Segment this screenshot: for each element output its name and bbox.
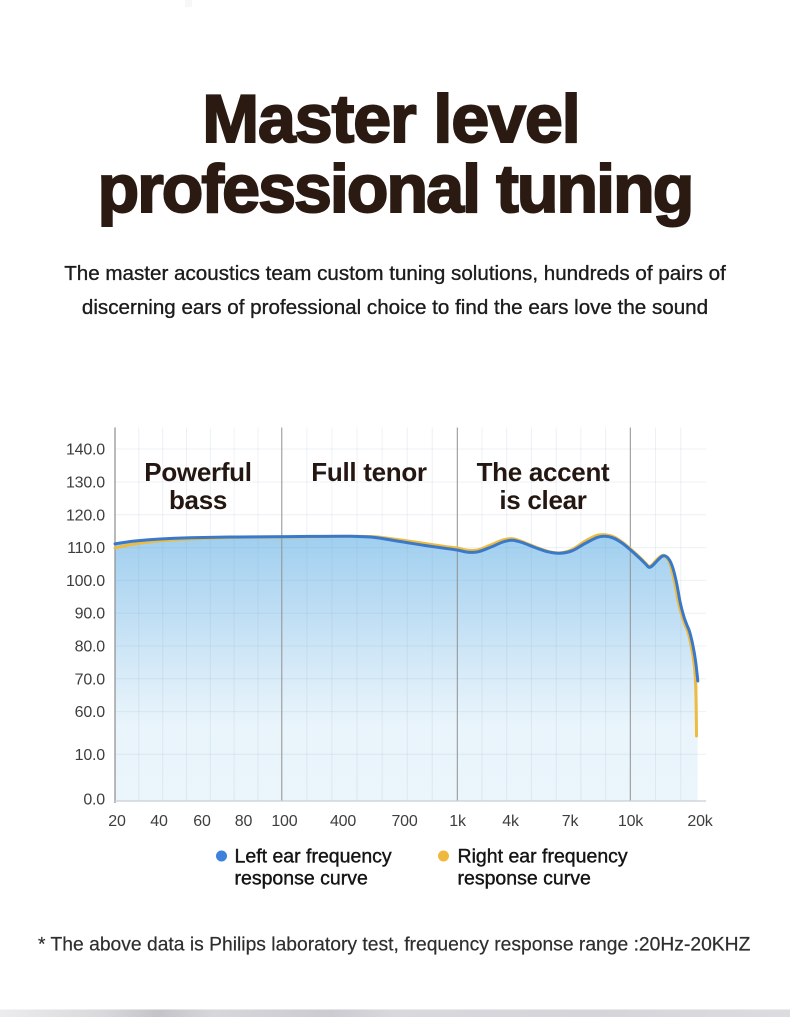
svg-text:4k: 4k bbox=[502, 813, 520, 830]
svg-text:120.0: 120.0 bbox=[66, 507, 105, 524]
svg-text:* The above data is Philips la: * The above data is Philips laboratory t… bbox=[38, 935, 751, 956]
svg-text:40: 40 bbox=[150, 813, 168, 830]
svg-text:Left ear frequency: Left ear frequency bbox=[235, 846, 392, 868]
svg-text:100: 100 bbox=[271, 813, 297, 830]
svg-text:130.0: 130.0 bbox=[66, 475, 105, 492]
svg-text:10.0: 10.0 bbox=[75, 747, 106, 764]
svg-text:10k: 10k bbox=[618, 813, 644, 830]
svg-text:The accent: The accent bbox=[477, 457, 610, 487]
svg-text:Master level: Master level bbox=[202, 81, 579, 157]
svg-text:20k: 20k bbox=[687, 813, 713, 830]
svg-text:is clear: is clear bbox=[499, 485, 586, 515]
svg-text:The master acoustics team cust: The master acoustics team custom tuning … bbox=[64, 262, 726, 285]
svg-text:70.0: 70.0 bbox=[75, 671, 106, 688]
svg-text:response curve: response curve bbox=[458, 868, 591, 890]
svg-text:80: 80 bbox=[235, 813, 253, 830]
svg-text:professional tuning: professional tuning bbox=[98, 151, 693, 227]
svg-text:bass: bass bbox=[169, 485, 227, 515]
svg-text:Full tenor: Full tenor bbox=[311, 457, 427, 487]
svg-text:700: 700 bbox=[391, 813, 417, 830]
svg-text:400: 400 bbox=[330, 813, 356, 830]
svg-text:20: 20 bbox=[108, 813, 126, 830]
svg-text:110.0: 110.0 bbox=[67, 540, 105, 557]
svg-text:60: 60 bbox=[193, 813, 211, 830]
svg-text:1k: 1k bbox=[449, 813, 467, 830]
svg-text:0.0: 0.0 bbox=[83, 792, 105, 809]
svg-text:100.0: 100.0 bbox=[66, 573, 105, 590]
svg-text:80.0: 80.0 bbox=[75, 639, 106, 656]
svg-text:Right ear frequency: Right ear frequency bbox=[458, 846, 628, 868]
svg-text:60.0: 60.0 bbox=[75, 704, 106, 721]
svg-text:Powerful: Powerful bbox=[144, 457, 251, 487]
svg-text:response curve: response curve bbox=[235, 868, 368, 890]
svg-text:140.0: 140.0 bbox=[66, 442, 105, 459]
svg-text:7k: 7k bbox=[562, 813, 580, 830]
svg-text:90.0: 90.0 bbox=[75, 606, 106, 623]
svg-text:discerning ears of professiona: discerning ears of professional choice t… bbox=[82, 296, 708, 319]
